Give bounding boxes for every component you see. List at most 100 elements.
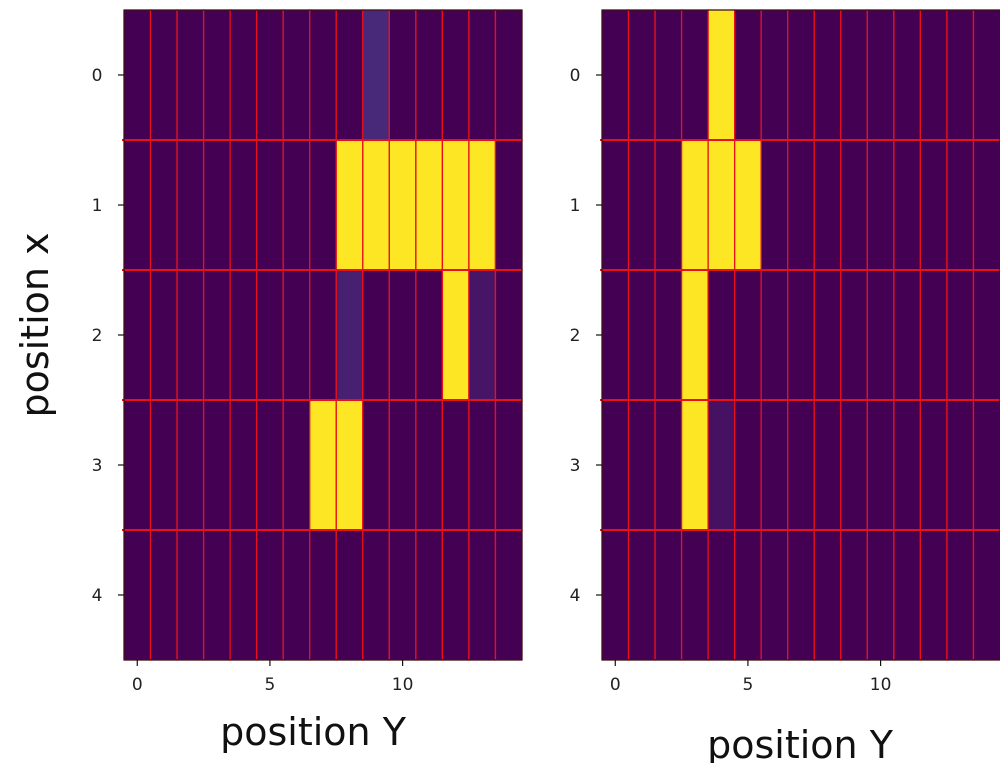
heatmap-cell bbox=[680, 9, 709, 141]
heatmap-cell bbox=[601, 399, 630, 531]
left-y-tick-label: 4 bbox=[92, 586, 103, 606]
heatmap-cell bbox=[627, 399, 656, 531]
heatmap-cell bbox=[335, 269, 364, 401]
heatmap-cell bbox=[176, 529, 205, 661]
heatmap-cell bbox=[946, 399, 975, 531]
heatmap-cell bbox=[309, 9, 337, 141]
heatmap-cell bbox=[494, 9, 523, 141]
heatmap-cell bbox=[123, 139, 152, 271]
heatmap-cell bbox=[123, 269, 152, 401]
heatmap-cell bbox=[176, 139, 205, 271]
heatmap-cell bbox=[946, 139, 975, 271]
heatmap-cell bbox=[282, 139, 311, 271]
heatmap-cell bbox=[282, 399, 311, 531]
heatmap-cell bbox=[760, 139, 789, 271]
heatmap-cell bbox=[441, 399, 470, 531]
heatmap-cell bbox=[176, 399, 205, 531]
heatmap-cell bbox=[309, 139, 337, 271]
heatmap-cell bbox=[149, 529, 178, 661]
heatmap-cell bbox=[202, 399, 231, 531]
heatmap-cell bbox=[441, 9, 470, 141]
left-x-tick-label: 5 bbox=[265, 675, 276, 695]
heatmap-cell bbox=[441, 269, 470, 401]
heatmap-cell bbox=[415, 269, 444, 401]
heatmap-cell bbox=[335, 529, 364, 661]
heatmap-cell bbox=[893, 399, 922, 531]
heatmap-cell bbox=[388, 529, 417, 661]
heatmap-cell bbox=[787, 9, 815, 141]
heatmap-cell bbox=[919, 529, 948, 661]
heatmap-cell bbox=[309, 269, 337, 401]
heatmap-cell bbox=[441, 529, 470, 661]
heatmap-cell bbox=[654, 399, 683, 531]
heatmap-cell bbox=[734, 529, 762, 661]
heatmap-cell bbox=[362, 269, 390, 401]
heatmap-cell bbox=[202, 139, 231, 271]
heatmap-cell bbox=[813, 9, 842, 141]
left-y-axis-label: position x bbox=[13, 232, 57, 417]
right-y-tick-label: 3 bbox=[570, 456, 581, 476]
heatmap-cell bbox=[415, 399, 444, 531]
heatmap-cell bbox=[893, 269, 922, 401]
heatmap-cell bbox=[176, 269, 205, 401]
heatmap-cell bbox=[680, 399, 709, 531]
heatmap-cell bbox=[919, 399, 948, 531]
left-x-axis-label: position Y bbox=[220, 710, 407, 754]
heatmap-cell bbox=[840, 529, 868, 661]
heatmap-cell bbox=[787, 529, 815, 661]
heatmap-cell bbox=[707, 529, 736, 661]
heatmap-cell bbox=[946, 529, 975, 661]
heatmap-cell bbox=[309, 529, 337, 661]
heatmap-cell bbox=[494, 139, 523, 271]
heatmap-cell bbox=[734, 139, 762, 271]
heatmap-cell bbox=[229, 139, 258, 271]
heatmap-cell bbox=[601, 9, 630, 141]
heatmap-cell bbox=[468, 529, 497, 661]
heatmap-cell bbox=[123, 529, 152, 661]
heatmap-cell bbox=[388, 399, 417, 531]
heatmap-cell bbox=[707, 139, 736, 271]
heatmap-cell bbox=[388, 139, 417, 271]
heatmap-cell bbox=[654, 9, 683, 141]
left-x-tick-label: 0 bbox=[132, 675, 143, 695]
heatmap-cell bbox=[256, 139, 284, 271]
heatmap-cell bbox=[680, 139, 709, 271]
left-y-tick-label: 2 bbox=[92, 326, 103, 346]
heatmap-cell bbox=[176, 9, 205, 141]
heatmap-cell bbox=[627, 9, 656, 141]
heatmap-cell bbox=[123, 399, 152, 531]
heatmap-cell bbox=[229, 529, 258, 661]
heatmap-cell bbox=[654, 269, 683, 401]
heatmap-cell bbox=[946, 9, 975, 141]
right-y-tick-label: 4 bbox=[570, 586, 581, 606]
heatmap-cell bbox=[123, 9, 152, 141]
heatmap-cell bbox=[734, 9, 762, 141]
heatmap-cell bbox=[972, 399, 1000, 531]
heatmap-cell bbox=[362, 529, 390, 661]
heatmap-cell bbox=[734, 269, 762, 401]
heatmap-cell bbox=[866, 529, 895, 661]
left-y-tick-label: 1 bbox=[92, 196, 103, 216]
heatmap-cell bbox=[282, 269, 311, 401]
heatmap-cell bbox=[840, 139, 868, 271]
heatmap-cell bbox=[840, 269, 868, 401]
right-y-tick-label: 2 bbox=[570, 326, 581, 346]
heatmap-cell bbox=[680, 529, 709, 661]
left-x-tick-label: 10 bbox=[392, 675, 414, 695]
heatmap-cell bbox=[787, 399, 815, 531]
heatmap-cell bbox=[760, 529, 789, 661]
heatmap-cell bbox=[813, 269, 842, 401]
heatmap-cell bbox=[893, 529, 922, 661]
heatmap-cell bbox=[256, 9, 284, 141]
heatmap-cell bbox=[494, 399, 523, 531]
heatmap-cell bbox=[494, 529, 523, 661]
heatmap-cell bbox=[601, 529, 630, 661]
heatmap-cell bbox=[309, 399, 337, 531]
heatmap-cell bbox=[388, 9, 417, 141]
heatmap-cell bbox=[680, 269, 709, 401]
heatmap-cell bbox=[707, 9, 736, 141]
heatmap-cell bbox=[760, 269, 789, 401]
heatmap-cell bbox=[335, 9, 364, 141]
right-x-tick-label: 0 bbox=[610, 675, 621, 695]
